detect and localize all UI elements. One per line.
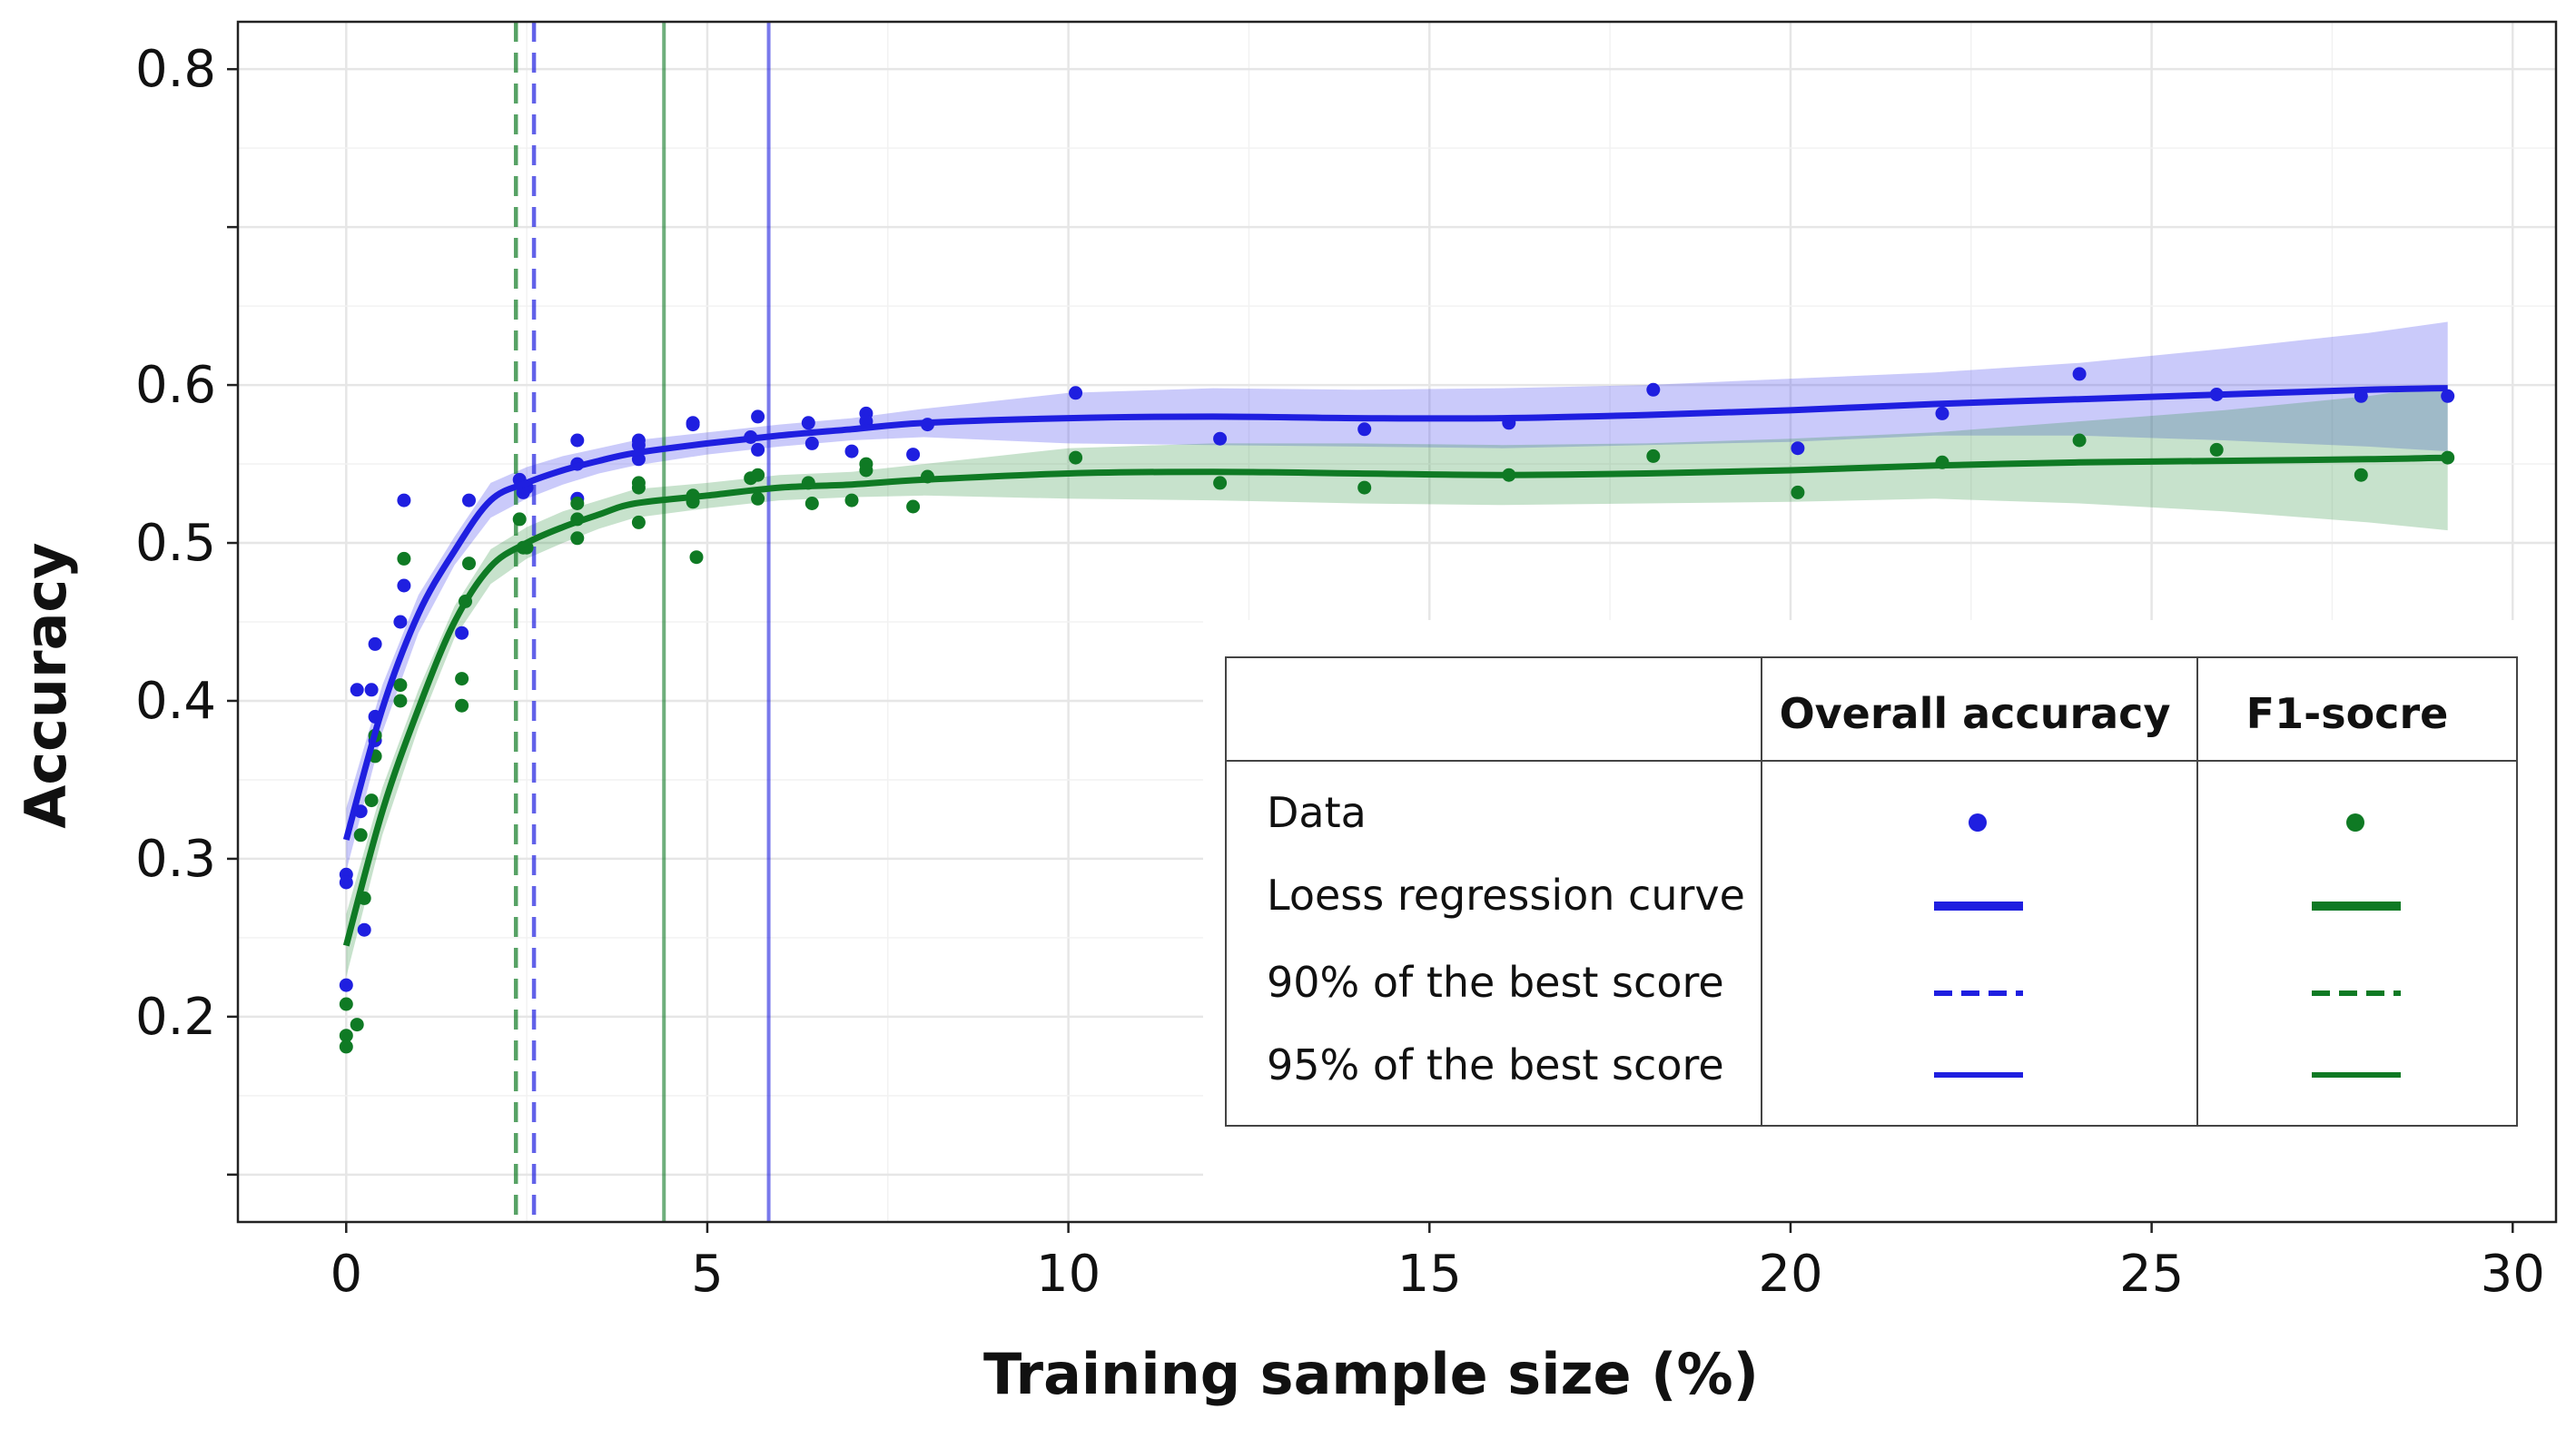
overall-data-point: [357, 922, 371, 937]
legend-overall-data-dot: [1969, 813, 1987, 832]
f1-data-point: [339, 997, 353, 1011]
f1-data-point: [2354, 468, 2368, 482]
f1-data-point: [804, 497, 819, 510]
overall-data-point: [462, 493, 476, 508]
overall-data-point: [368, 636, 382, 651]
f1-data-point: [1213, 476, 1228, 490]
overall-confidence-band: [346, 321, 2448, 872]
f1-data-point: [570, 531, 585, 546]
overall-data-point: [1357, 422, 1372, 437]
y-tick-label: 0.4: [135, 672, 216, 731]
overall-data-point: [686, 418, 700, 432]
x-tick-label: 10: [1036, 1245, 1100, 1304]
f1-confidence-band: [346, 385, 2448, 978]
f1-data-point: [462, 557, 476, 571]
f1-data-point: [455, 698, 469, 713]
loess-curves: [342, 385, 2448, 947]
overall-data-point: [906, 448, 921, 462]
legend-header-overall: Overall accuracy: [1780, 689, 2171, 738]
overall-loess-curve: [342, 385, 2448, 841]
f1-data-point: [393, 694, 408, 708]
confidence-bands: [346, 321, 2448, 978]
x-tick-label: 15: [1397, 1245, 1462, 1304]
overall-data-point: [339, 978, 353, 992]
x-tick-label: 5: [691, 1245, 724, 1304]
overall-data-point: [393, 615, 408, 629]
overall-data-point: [570, 433, 585, 448]
x-axis-title: Training sample size (%): [983, 1341, 1759, 1407]
legend-f1-data-dot: [2346, 813, 2364, 832]
plot-border: [236, 20, 2558, 1224]
f1-data-point: [364, 793, 379, 808]
overall-data-point: [350, 683, 364, 697]
f1-data-point: [751, 491, 765, 506]
f1-data-point: [1646, 448, 1661, 463]
f1-data-point: [689, 550, 704, 565]
f1-data-point: [631, 480, 646, 495]
f1-data-point: [339, 1029, 353, 1043]
overall-data-point: [804, 436, 819, 450]
y-tick-label: 0.5: [135, 514, 216, 573]
f1-data-point: [1357, 480, 1372, 495]
overall-data-point: [339, 875, 353, 890]
f1-data-point: [455, 672, 469, 686]
overall-data-point: [631, 438, 646, 452]
overall-data-point: [1935, 406, 1949, 420]
f1-data-point: [393, 678, 408, 693]
f1-data-point: [2209, 442, 2224, 457]
f1-data-point: [339, 1040, 353, 1054]
legend-row-90: 90% of the best score: [1267, 958, 1724, 1007]
threshold-lines: [513, 22, 771, 1222]
f1-data-point: [570, 497, 585, 510]
f1-data-point: [906, 499, 921, 514]
legend-row-data: Data: [1267, 788, 1367, 837]
legend-row-95: 95% of the best score: [1267, 1040, 1724, 1089]
f1-data-point: [1791, 485, 1805, 499]
y-tick-label: 0.3: [135, 830, 216, 889]
f1-loess-curve: [342, 454, 2448, 947]
f1-data-point: [844, 493, 859, 508]
overall-data-point: [397, 578, 411, 593]
legend: Overall accuracy F1-socre Data Loess reg…: [1203, 620, 2558, 1228]
overall-data-point: [751, 442, 765, 457]
overall-data-point: [1069, 386, 1083, 400]
f1-data-point: [859, 463, 873, 478]
legend-row-loess: Loess regression curve: [1267, 871, 1745, 920]
overall-data-point: [455, 626, 469, 640]
x-tick-label: 25: [2119, 1245, 2184, 1304]
y-tick-label: 0.8: [135, 40, 216, 99]
axis-ticks: 0 5 10 15 20 25 30 0.2 0.3 0.4 0.5 0.6 0.8: [135, 40, 2545, 1304]
y-axis-title: Accuracy: [13, 542, 79, 828]
f1-data-point: [631, 515, 646, 529]
y-tick-label: 0.2: [135, 988, 216, 1047]
f1-data-point: [751, 468, 765, 482]
overall-data-point: [2072, 367, 2087, 381]
overall-data-point: [397, 493, 411, 508]
f1-data-point: [350, 1018, 364, 1032]
overall-data-point: [801, 416, 815, 430]
legend-header-f1: F1-socre: [2246, 689, 2449, 738]
overall-data-point: [2441, 389, 2455, 403]
f1-data-point: [2072, 433, 2087, 448]
overall-data-point: [751, 409, 765, 424]
f1-data-point: [512, 512, 527, 527]
overall-data-point: [1213, 431, 1228, 446]
x-tick-label: 20: [1758, 1245, 1822, 1304]
f1-data-point: [353, 828, 368, 843]
legend-box: [1225, 656, 2518, 1127]
overall-data-point: [844, 444, 859, 458]
f1-data-point: [1069, 450, 1083, 465]
x-tick-label: 30: [2481, 1245, 2545, 1304]
y-tick-label: 0.6: [135, 356, 216, 415]
overall-data-point: [1791, 441, 1805, 456]
x-tick-label: 0: [330, 1245, 362, 1304]
f1-data-point: [397, 551, 411, 566]
overall-data-point: [364, 683, 379, 697]
overall-data-point: [1646, 382, 1661, 397]
